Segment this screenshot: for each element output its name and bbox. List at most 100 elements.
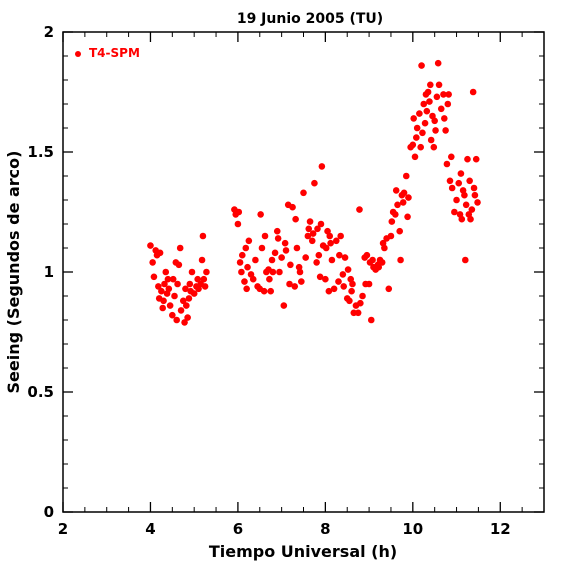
data-point <box>474 199 481 206</box>
data-point <box>165 285 173 293</box>
data-point <box>434 59 442 67</box>
data-point <box>273 227 281 235</box>
data-point <box>440 91 447 98</box>
data-point <box>409 141 417 149</box>
data-point <box>330 285 338 293</box>
data-point <box>304 232 312 240</box>
data-point <box>435 81 443 89</box>
data-point <box>446 177 454 185</box>
data-point <box>243 285 250 293</box>
data-point <box>431 117 438 125</box>
data-point <box>257 211 264 218</box>
data-point <box>199 232 207 240</box>
data-point <box>266 275 273 283</box>
data-point <box>469 88 477 96</box>
data-point <box>426 98 433 105</box>
data-point <box>158 287 165 295</box>
data-point <box>169 275 177 283</box>
data-point <box>451 208 458 216</box>
data-point <box>200 275 208 283</box>
data-point <box>149 259 156 266</box>
data-point <box>432 127 439 134</box>
data-point <box>278 254 285 261</box>
data-point <box>268 256 276 264</box>
data-point <box>322 275 329 283</box>
data-point <box>291 283 299 290</box>
data-point <box>166 302 174 309</box>
data-point <box>437 105 445 113</box>
data-point <box>280 302 288 309</box>
data-point <box>455 179 463 187</box>
data-point <box>444 100 452 108</box>
data-point <box>336 251 343 259</box>
data-points <box>147 59 481 326</box>
x-axis-label: Tiempo Universal (h) <box>209 542 397 561</box>
data-point <box>464 155 471 163</box>
data-point <box>182 285 189 293</box>
data-point <box>186 280 194 288</box>
data-point <box>300 189 307 197</box>
data-point <box>461 191 468 199</box>
y-tick-label: 2 <box>44 23 54 41</box>
data-point <box>249 275 257 283</box>
data-point <box>194 275 201 283</box>
data-point <box>462 201 470 209</box>
data-point <box>458 215 466 223</box>
y-tick-label: 1 <box>44 263 54 281</box>
data-point <box>385 285 393 293</box>
data-point <box>203 268 210 276</box>
data-point <box>293 244 301 252</box>
data-point <box>419 129 426 137</box>
data-point <box>445 91 452 98</box>
data-point <box>423 107 431 115</box>
data-point <box>357 299 364 307</box>
data-point <box>448 184 456 192</box>
data-point <box>267 287 275 295</box>
data-point <box>413 124 421 132</box>
data-point <box>472 155 480 163</box>
data-point <box>388 218 396 225</box>
data-point <box>354 309 362 317</box>
data-point <box>335 278 342 285</box>
data-point <box>174 280 181 288</box>
data-point <box>282 247 290 254</box>
plot-frame <box>62 31 545 513</box>
data-point <box>392 211 399 218</box>
data-point <box>328 256 336 264</box>
data-point <box>416 110 423 117</box>
data-point <box>337 232 344 240</box>
data-point <box>341 254 349 261</box>
x-tick-label: 8 <box>320 520 330 538</box>
data-point <box>359 292 366 300</box>
y-tick-label: 1.5 <box>27 143 54 161</box>
data-point <box>245 237 253 245</box>
data-point <box>235 208 243 216</box>
data-point <box>410 115 417 122</box>
data-point <box>420 100 428 108</box>
data-point <box>387 232 395 240</box>
data-point <box>181 319 188 326</box>
data-point <box>292 215 299 223</box>
data-point <box>308 237 316 245</box>
data-point <box>457 170 465 177</box>
data-point <box>396 227 404 235</box>
data-point <box>471 191 479 199</box>
data-point <box>340 283 348 290</box>
data-point <box>399 199 407 206</box>
data-point <box>417 143 424 151</box>
data-point <box>367 316 375 324</box>
data-point <box>306 218 314 225</box>
data-point <box>442 127 449 134</box>
data-point <box>413 134 420 141</box>
data-point <box>244 263 251 271</box>
data-point <box>325 287 333 295</box>
data-point <box>238 268 245 276</box>
data-point <box>314 225 321 233</box>
data-point <box>150 273 158 281</box>
data-point <box>269 268 277 276</box>
data-point <box>318 163 326 170</box>
data-point <box>176 244 184 252</box>
data-point <box>315 251 323 259</box>
data-point <box>441 115 448 122</box>
data-point <box>281 239 289 247</box>
